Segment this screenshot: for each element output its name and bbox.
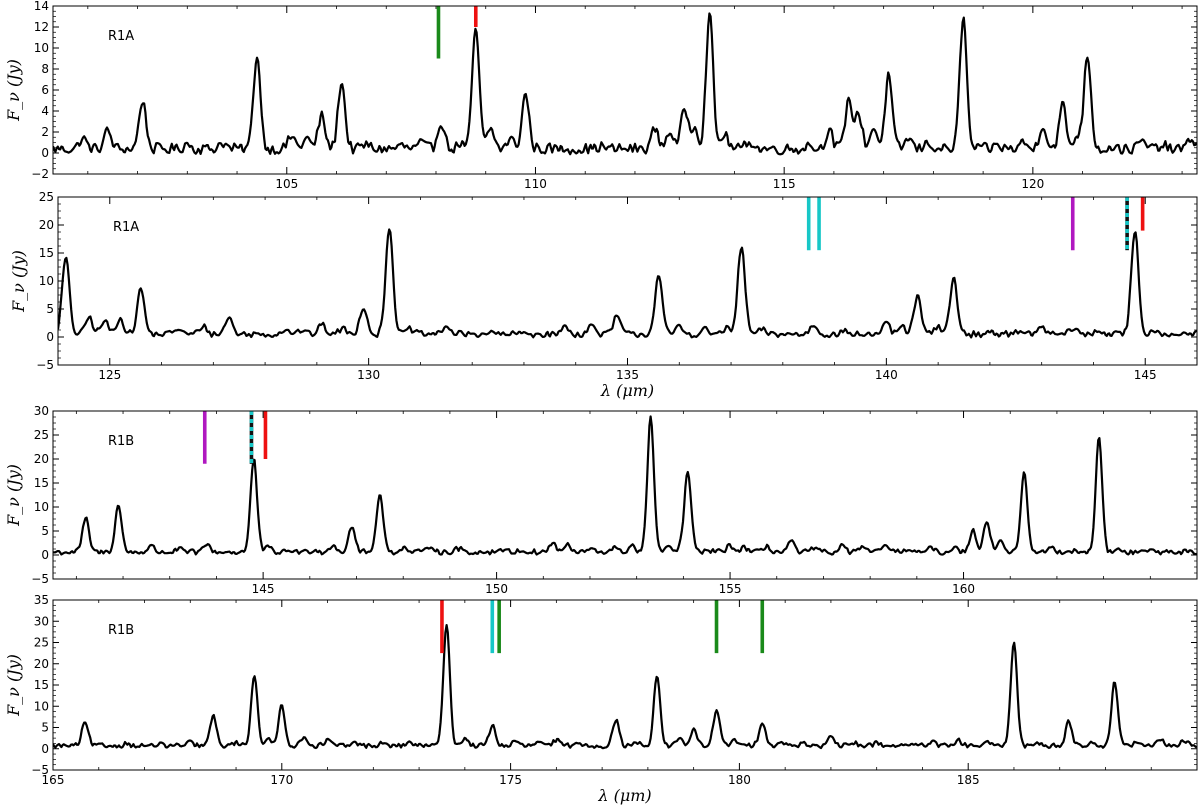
y-axis-label: F_ν (Jy): [4, 464, 23, 527]
x-tick-label: 125: [98, 368, 121, 382]
y-tick-label: 5: [41, 721, 49, 735]
y-tick-label: 20: [34, 452, 49, 466]
spectrum-panel-4: 165 170 175 180 185 −5 0 5 10 15 20 25 30 35 R1B F_ν (J…: [4, 593, 1198, 805]
y-tick-label: 30: [34, 614, 49, 628]
x-tick-label: 180: [728, 773, 751, 787]
y-tick-label: 25: [39, 190, 54, 204]
spectrum-line: [53, 415, 1197, 556]
y-tick-label: 5: [46, 302, 54, 316]
x-tick-label: 115: [773, 177, 796, 191]
y-tick-label: 4: [41, 104, 49, 118]
spectrum-panel-3: 145 150 155 160 −5 0 5 10 15 20 25 30 R1B F_ν (Jy): [4, 404, 1198, 596]
y-tick-label: 10: [39, 274, 54, 288]
panel-label: R1A: [108, 29, 134, 44]
y-tick-label: 25: [34, 428, 49, 442]
y-tick-label: 14: [34, 0, 49, 13]
y-tick-label: 2: [41, 125, 49, 139]
x-tick-label: 175: [499, 773, 522, 787]
x-tick-label: 130: [357, 368, 380, 382]
y-tick-label: 0: [46, 330, 54, 344]
y-tick-label: 10: [34, 41, 49, 55]
x-tick-label: 135: [616, 368, 639, 382]
y-tick-label: 30: [34, 404, 49, 418]
y-tick-label: 5: [41, 524, 49, 538]
x-tick-label: 120: [1021, 177, 1044, 191]
x-tick-label: 155: [719, 582, 742, 596]
y-tick-label: 0: [41, 548, 49, 562]
y-tick-label: 20: [39, 218, 54, 232]
y-tick-label: 10: [34, 699, 49, 713]
y-tick-label: 15: [39, 246, 54, 260]
panel-label: R1B: [108, 434, 134, 449]
x-tick-label: 105: [275, 177, 298, 191]
y-tick-label: 20: [34, 657, 49, 671]
spectrum-line: [58, 228, 1197, 339]
x-tick-label: 160: [952, 582, 975, 596]
x-axis-label: λ (μm): [600, 381, 654, 400]
y-tick-label: 15: [34, 678, 49, 692]
x-tick-label: 145: [252, 582, 275, 596]
y-tick-label: 35: [34, 593, 49, 607]
y-tick-label: −2: [31, 167, 49, 181]
x-tick-label: 150: [485, 582, 508, 596]
y-axis-label: F_ν (Jy): [4, 59, 23, 122]
x-tick-label: 140: [875, 368, 898, 382]
y-tick-label: 25: [34, 636, 49, 650]
spectrum-line: [53, 624, 1197, 750]
x-tick-label: 145: [1134, 368, 1157, 382]
y-tick-label: 0: [41, 146, 49, 160]
y-tick-label: 12: [34, 20, 49, 34]
y-tick-label: −5: [31, 572, 49, 586]
y-tick-label: 8: [41, 62, 49, 76]
panel-label: R1A: [113, 220, 139, 235]
y-tick-label: 0: [41, 742, 49, 756]
spectrum-line: [53, 12, 1197, 156]
panel-label: R1B: [108, 623, 134, 638]
x-tick-label: 110: [524, 177, 547, 191]
x-axis-label: λ (μm): [597, 786, 651, 805]
y-tick-label: −5: [36, 358, 54, 372]
y-tick-label: 10: [34, 500, 49, 514]
plot-frame: [52, 599, 1198, 771]
plot-frame: [57, 196, 1198, 366]
spectrum-panel-2: 125 130 135 140 145 −5 0 5 10 15 20 25 R1A F_ν (Jy) λ …: [9, 190, 1198, 400]
y-tick-label: 15: [34, 476, 49, 490]
spectrum-panel-1: 105 110 115 120 −2 0 2 4 6 8 10 12 14 R1A F_ν (Jy): [4, 0, 1198, 191]
y-tick-label: 6: [41, 83, 49, 97]
y-axis-label: F_ν (Jy): [4, 654, 23, 717]
y-tick-label: −5: [31, 763, 49, 777]
x-tick-label: 165: [42, 773, 65, 787]
y-axis-label: F_ν (Jy): [9, 250, 28, 313]
x-tick-label: 170: [270, 773, 293, 787]
x-tick-label: 185: [957, 773, 980, 787]
